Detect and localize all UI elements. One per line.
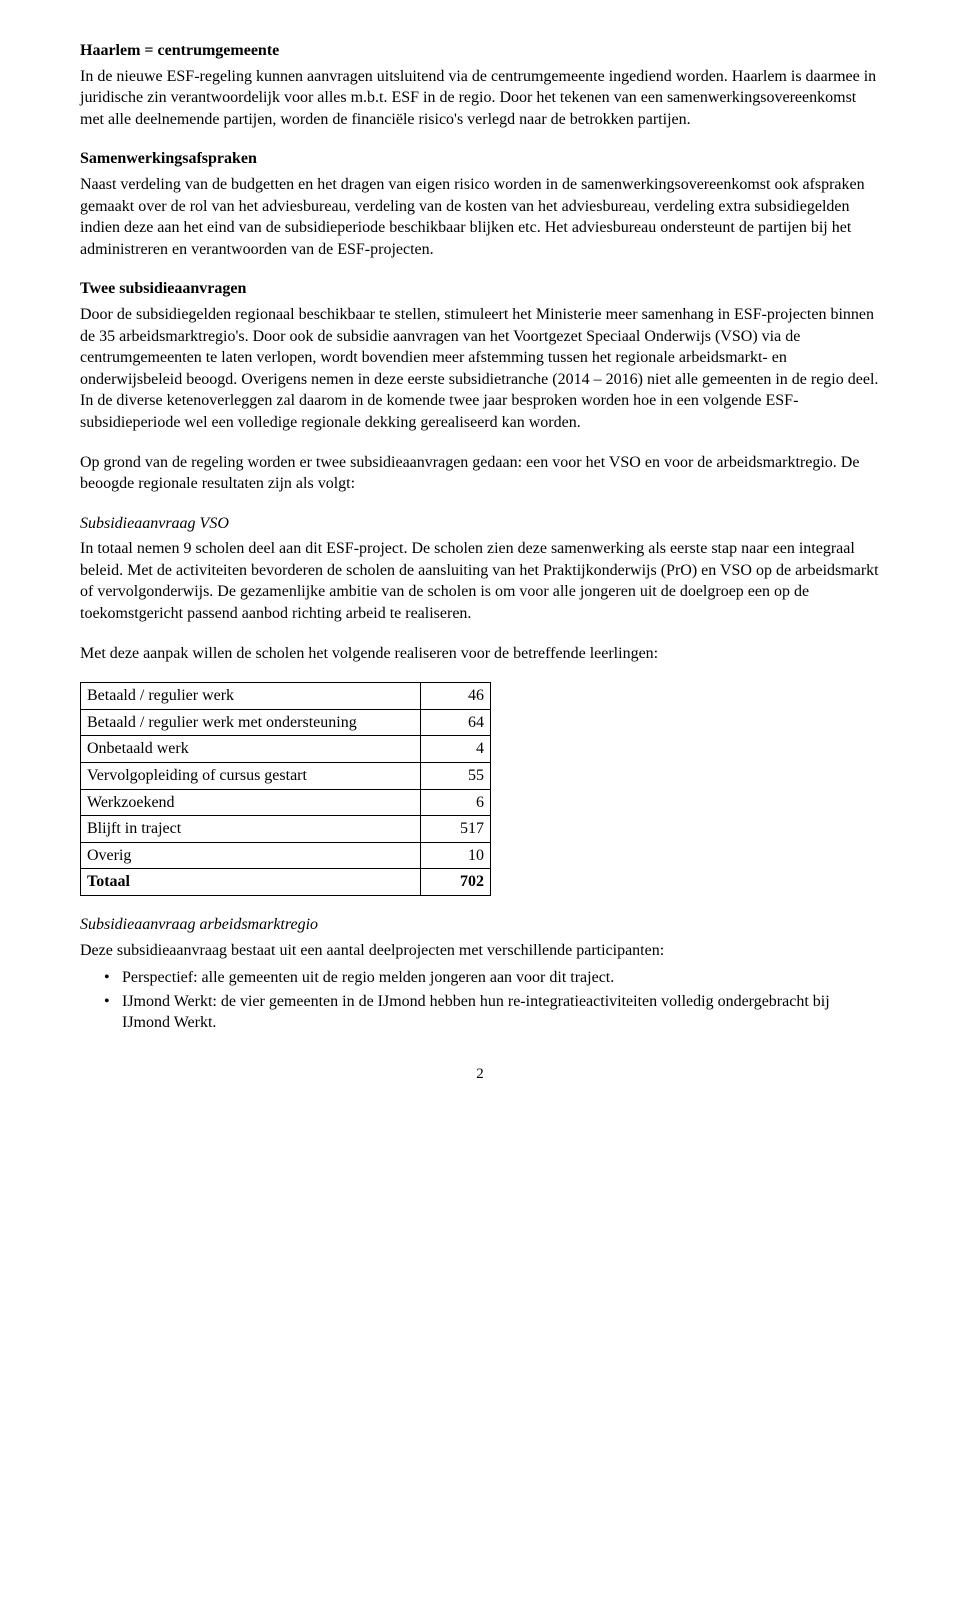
paragraph: Door de subsidiegelden regionaal beschik…	[80, 304, 880, 434]
table-row: Totaal702	[81, 869, 491, 896]
section-twee-subsidie: Twee subsidieaanvragen Door de subsidieg…	[80, 278, 880, 433]
table-label-cell: Overig	[81, 842, 421, 869]
heading: Samenwerkingsafspraken	[80, 148, 880, 170]
section-vso-2: Met deze aanpak willen de scholen het vo…	[80, 643, 880, 665]
table-label-cell: Totaal	[81, 869, 421, 896]
table-label-cell: Betaald / regulier werk	[81, 683, 421, 710]
table-row: Onbetaald werk4	[81, 736, 491, 763]
paragraph: In totaal nemen 9 scholen deel aan dit E…	[80, 538, 880, 624]
paragraph: Deze subsidieaanvraag bestaat uit een aa…	[80, 940, 880, 962]
results-table: Betaald / regulier werk46Betaald / regul…	[80, 682, 491, 896]
list-item: IJmond Werkt: de vier gemeenten in de IJ…	[104, 991, 880, 1034]
table-value-cell: 4	[421, 736, 491, 763]
heading: Subsidieaanvraag arbeidsmarktregio	[80, 914, 880, 936]
section-haarlem: Haarlem = centrumgemeente In de nieuwe E…	[80, 40, 880, 130]
table-row: Overig10	[81, 842, 491, 869]
section-vso: Subsidieaanvraag VSO In totaal nemen 9 s…	[80, 513, 880, 625]
table-value-cell: 64	[421, 709, 491, 736]
table-label-cell: Betaald / regulier werk met ondersteunin…	[81, 709, 421, 736]
paragraph: In de nieuwe ESF-regeling kunnen aanvrag…	[80, 66, 880, 131]
heading: Twee subsidieaanvragen	[80, 278, 880, 300]
table-row: Betaald / regulier werk met ondersteunin…	[81, 709, 491, 736]
section-twee-subsidie-2: Op grond van de regeling worden er twee …	[80, 452, 880, 495]
page-number: 2	[80, 1064, 880, 1084]
table-label-cell: Blijft in traject	[81, 816, 421, 843]
heading-text: Haarlem = centrumgemeente	[80, 42, 279, 59]
paragraph: Op grond van de regeling worden er twee …	[80, 452, 880, 495]
heading-text: Subsidieaanvraag arbeidsmarktregio	[80, 916, 318, 933]
section-arbeidsmarktregio: Subsidieaanvraag arbeidsmarktregio Deze …	[80, 914, 880, 1034]
table-label-cell: Werkzoekend	[81, 789, 421, 816]
heading-text: Twee subsidieaanvragen	[80, 280, 246, 297]
table-value-cell: 46	[421, 683, 491, 710]
table-label-cell: Vervolgopleiding of cursus gestart	[81, 763, 421, 790]
heading: Haarlem = centrumgemeente	[80, 40, 880, 62]
table-value-cell: 6	[421, 789, 491, 816]
table-row: Blijft in traject517	[81, 816, 491, 843]
bullet-list: Perspectief: alle gemeenten uit de regio…	[80, 967, 880, 1034]
paragraph: Met deze aanpak willen de scholen het vo…	[80, 643, 880, 665]
table-row: Werkzoekend6	[81, 789, 491, 816]
table-value-cell: 10	[421, 842, 491, 869]
paragraph: Naast verdeling van de budgetten en het …	[80, 174, 880, 260]
table-value-cell: 702	[421, 869, 491, 896]
table-row: Vervolgopleiding of cursus gestart55	[81, 763, 491, 790]
table-value-cell: 517	[421, 816, 491, 843]
heading-text: Subsidieaanvraag VSO	[80, 515, 229, 532]
list-item: Perspectief: alle gemeenten uit de regio…	[104, 967, 880, 989]
table-value-cell: 55	[421, 763, 491, 790]
table-label-cell: Onbetaald werk	[81, 736, 421, 763]
heading-text: Samenwerkingsafspraken	[80, 150, 257, 167]
section-samenwerking: Samenwerkingsafspraken Naast verdeling v…	[80, 148, 880, 260]
heading: Subsidieaanvraag VSO	[80, 513, 880, 535]
table-row: Betaald / regulier werk46	[81, 683, 491, 710]
